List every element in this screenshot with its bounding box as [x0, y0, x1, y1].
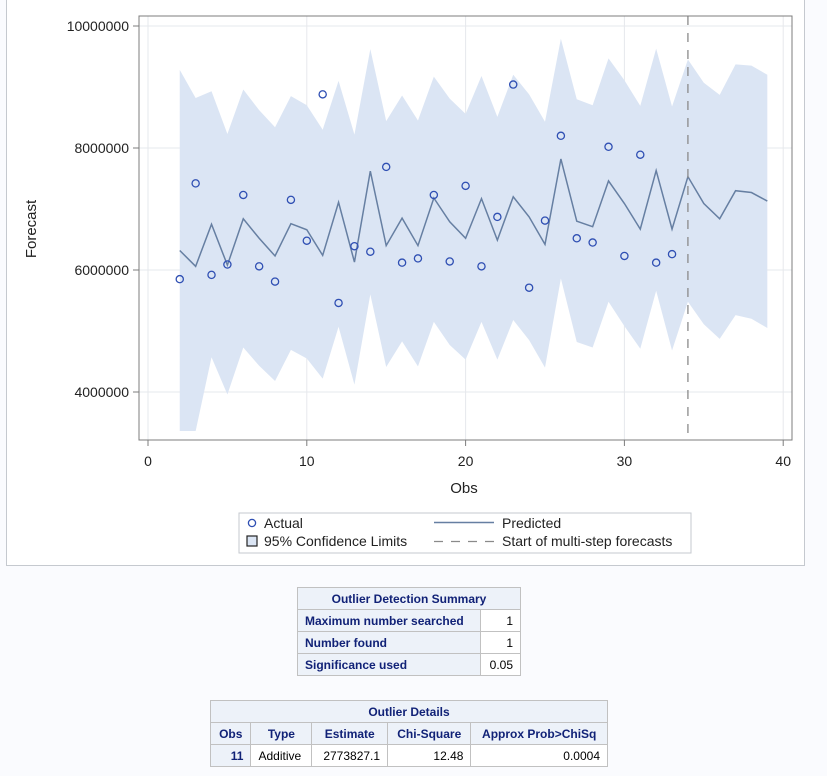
- legend-forecast-start-label: Start of multi-step forecasts: [502, 533, 672, 549]
- legend-box: [238, 512, 692, 554]
- actual-point: [604, 142, 613, 152]
- x-tick-label: 20: [458, 453, 474, 469]
- actual-point: [540, 216, 550, 225]
- summary-row-value: 1: [479, 631, 522, 654]
- column-header: Approx Prob>ChiSq: [470, 722, 608, 745]
- predicted-line: [179, 158, 768, 268]
- column-header: Obs: [209, 722, 252, 745]
- detail-estimate: 2773827.1: [311, 744, 389, 767]
- actual-point: [429, 190, 439, 200]
- outlier-summary-title: Outlier Detection Summary: [297, 587, 521, 610]
- detail-type: Additive: [250, 744, 313, 767]
- x-tick-label: 40: [775, 453, 791, 469]
- actual-point: [175, 274, 185, 284]
- actual-point: [254, 262, 264, 271]
- y-tick-label: 8000000: [74, 140, 129, 156]
- actual-point: [667, 249, 677, 259]
- actual-point: [445, 257, 454, 266]
- legend-confidence-swatch: [246, 535, 258, 547]
- forecast-chart: 0 10 20 30 40 4000000 6000000 8000000 10000000 F…: [23, 15, 793, 554]
- outlier-details-table: Outlier Details Obs Type Estimate Chi-Sq…: [209, 700, 608, 767]
- table-row: Number found 1: [297, 631, 522, 654]
- summary-row-label: Maximum number searched: [297, 609, 481, 632]
- column-header: Chi-Square: [387, 722, 472, 745]
- actual-point: [334, 298, 343, 308]
- outlier-summary-table: Outlier Detection Summary Maximum number…: [297, 587, 522, 676]
- actual-point: [366, 247, 375, 256]
- legend-confidence-label: 95% Confidence Limits: [264, 533, 407, 549]
- actual-point: [556, 131, 566, 141]
- x-tick-label: 30: [617, 453, 633, 469]
- actual-point: [636, 150, 645, 159]
- actual-point: [620, 251, 629, 261]
- actual-point: [270, 277, 280, 286]
- column-header: Estimate: [311, 722, 389, 745]
- actual-point: [524, 283, 534, 292]
- outlier-details-title: Outlier Details: [210, 700, 608, 723]
- actual-point: [588, 238, 597, 247]
- actual-point: [397, 258, 407, 267]
- actual-point: [302, 236, 312, 245]
- actual-point: [191, 179, 200, 188]
- summary-row-value: 1: [479, 609, 522, 632]
- actual-point: [651, 258, 661, 267]
- column-header: Type: [250, 722, 313, 745]
- actual-point: [239, 190, 248, 200]
- actual-point: [207, 270, 216, 280]
- legend-predicted-label: Predicted: [502, 515, 561, 531]
- y-tick-label: 10000000: [67, 18, 130, 34]
- legend-actual-marker: [247, 518, 257, 528]
- actual-point: [350, 241, 359, 251]
- detail-prob: 0.0004: [470, 744, 608, 767]
- actual-point: [286, 195, 296, 205]
- actual-point: [572, 234, 582, 243]
- actual-point: [223, 260, 232, 269]
- legend-actual-label: Actual: [264, 515, 303, 531]
- actual-point: [381, 162, 391, 172]
- summary-row-label: Number found: [297, 631, 481, 654]
- summary-row-value: 0.05: [479, 653, 522, 676]
- x-tick-label: 10: [299, 453, 315, 469]
- actual-point: [493, 212, 502, 222]
- x-tick-label: 0: [144, 453, 152, 469]
- actual-point: [318, 90, 327, 99]
- table-row: Significance used 0.05: [297, 653, 522, 676]
- detail-obs: 11: [209, 744, 252, 767]
- table-row: Maximum number searched 1: [297, 609, 522, 632]
- legend: Actual Predicted 95% Confidence Limits S…: [238, 512, 692, 554]
- actual-point: [477, 262, 486, 271]
- confidence-band: [179, 38, 768, 432]
- x-axis-label: Obs: [450, 480, 478, 497]
- plot-area: 0 10 20 30 40 4000000 6000000 8000000 10000000: [67, 15, 793, 469]
- table-row: 11 Additive 2773827.1 12.48 0.0004: [209, 744, 608, 767]
- actual-point: [413, 254, 423, 263]
- actual-point: [508, 80, 518, 89]
- detail-chisq: 12.48: [387, 744, 472, 767]
- y-tick-label: 4000000: [74, 384, 129, 400]
- y-tick-label: 6000000: [74, 262, 129, 278]
- summary-row-label: Significance used: [297, 653, 481, 676]
- table-header-row: Obs Type Estimate Chi-Square Approx Prob…: [209, 722, 608, 745]
- actual-point: [461, 181, 470, 191]
- y-axis-label: Forecast: [23, 199, 40, 258]
